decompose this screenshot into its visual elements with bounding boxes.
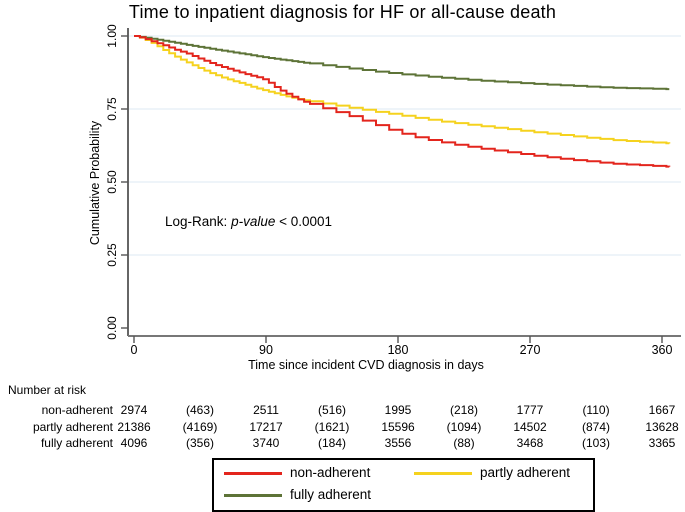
legend-label: fully adherent <box>290 487 372 502</box>
risk-cell: 1995 <box>384 403 412 417</box>
risk-cell: 14502 <box>513 420 547 434</box>
x-tick-label: 270 <box>520 343 541 357</box>
legend-line-sample <box>224 494 282 497</box>
legend-line-sample <box>224 472 282 475</box>
y-tick-label: 0.50 <box>105 170 119 194</box>
logrank-prefix: Log-Rank: <box>165 214 228 229</box>
series-fully-adherent <box>134 35 670 91</box>
risk-table-header: Number at risk <box>8 383 87 397</box>
risk-cell: (874) <box>581 420 611 434</box>
y-tick-label: 1.00 <box>105 24 119 48</box>
risk-row-label: fully adherent <box>40 436 113 450</box>
risk-cell: 3556 <box>384 436 412 450</box>
legend-label: non-adherent <box>290 465 371 480</box>
risk-cell: (103) <box>581 436 611 450</box>
risk-cell: 3740 <box>252 436 280 450</box>
risk-cell: 2974 <box>120 403 148 417</box>
risk-cell: (4169) <box>182 420 218 434</box>
x-tick-label: 180 <box>388 343 409 357</box>
risk-cell: (88) <box>453 436 475 450</box>
y-tick-label: 0.00 <box>105 316 119 340</box>
legend: non-adherent partly adherent fully adheren… <box>212 458 595 512</box>
risk-row-label: partly adherent <box>32 420 113 434</box>
logrank-suffix: < 0.0001 <box>279 214 333 229</box>
risk-cell: 1777 <box>516 403 544 417</box>
risk-cell: (1094) <box>446 420 482 434</box>
legend-label: partly adherent <box>480 465 571 480</box>
risk-cell: 1667 <box>648 403 676 417</box>
chart-title: Time to inpatient diagnosis for HF or al… <box>128 2 557 22</box>
risk-cell: 3365 <box>648 436 676 450</box>
y-tick-label: 0.75 <box>105 97 119 121</box>
risk-cell: 3468 <box>516 436 544 450</box>
logrank-pvalue: p-value <box>231 214 276 229</box>
risk-cell: 21386 <box>117 420 151 434</box>
risk-cell: (356) <box>185 436 215 450</box>
risk-cell: 15596 <box>381 420 415 434</box>
risk-row-label: non-adherent <box>41 403 113 417</box>
series-partly-adherent <box>134 35 671 145</box>
logrank-annotation: Log-Rank: p-value < 0.0001 <box>165 214 332 229</box>
risk-cell: (463) <box>185 403 215 417</box>
x-axis-title: Time since incident CVD diagnosis in day… <box>248 358 484 372</box>
series-non-adherent <box>134 35 671 168</box>
risk-cell: (110) <box>582 403 610 417</box>
risk-cell: (1621) <box>314 420 350 434</box>
risk-cell: (184) <box>317 436 347 450</box>
risk-cell: 13628 <box>645 420 679 434</box>
risk-cell: (218) <box>449 403 479 417</box>
x-tick-label: 360 <box>652 343 673 357</box>
risk-cell: 2511 <box>253 403 279 417</box>
risk-cell: 17217 <box>249 420 283 434</box>
risk-cell: 4096 <box>120 436 148 450</box>
legend-line-sample <box>414 472 472 475</box>
y-tick-label: 0.25 <box>105 243 119 267</box>
x-tick-label: 90 <box>259 343 273 357</box>
risk-cell: (516) <box>317 403 347 417</box>
x-tick-label: 0 <box>131 343 138 357</box>
